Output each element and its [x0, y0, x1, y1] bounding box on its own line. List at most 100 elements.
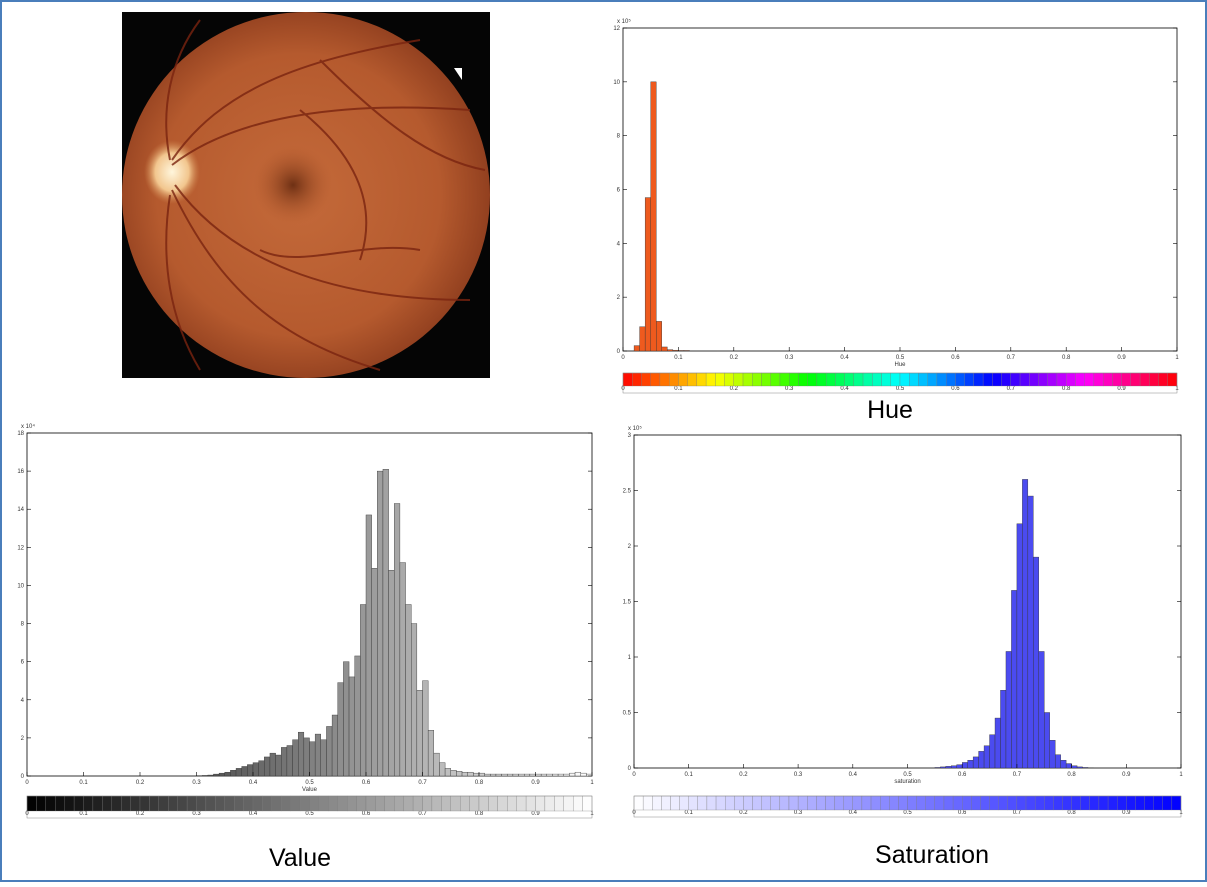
histogram-bar — [326, 726, 332, 776]
colorbar-cell — [935, 796, 944, 810]
histogram-bar — [406, 605, 412, 777]
exponent-label: x 10⁵ — [617, 18, 631, 25]
colorbar-cell — [1149, 373, 1158, 386]
colorbar-cell — [918, 373, 927, 386]
histogram-bar — [287, 746, 293, 776]
colorbar-cell — [882, 373, 891, 386]
histogram-bar — [411, 624, 417, 776]
colorbar-cell — [1099, 796, 1108, 810]
histogram-bar — [1033, 557, 1038, 768]
colorbar-cell — [36, 796, 45, 811]
y-tick-label: 12 — [613, 26, 620, 32]
colorbar-cell — [215, 796, 224, 811]
x-tick-label: 0.3 — [192, 780, 201, 786]
colorbar-tick-label: 0.2 — [136, 811, 145, 817]
colorbar-cell — [697, 373, 706, 386]
colorbar-cell — [441, 796, 450, 811]
histogram-bar — [1077, 767, 1082, 768]
colorbar-cell — [1122, 373, 1131, 386]
y-tick-label: 1.5 — [623, 600, 632, 606]
histogram-bar — [270, 753, 276, 776]
histogram-bar — [547, 774, 553, 776]
colorbar-cell — [1145, 796, 1154, 810]
histogram-bar — [684, 350, 690, 351]
x-tick-label: 0.4 — [249, 780, 258, 786]
histogram-bar — [979, 751, 984, 768]
colorbar-cell — [871, 796, 880, 810]
colorbar-cell — [84, 796, 93, 811]
histogram-bar — [990, 735, 995, 768]
fundus-image — [122, 12, 490, 378]
histogram-bar — [439, 763, 445, 776]
histogram-bar — [225, 772, 231, 776]
colorbar-cell — [244, 796, 253, 811]
caption: Saturation — [875, 841, 989, 869]
histogram-bar — [349, 677, 355, 776]
histogram-bar — [236, 768, 242, 776]
colorbar-cell — [817, 373, 826, 386]
colorbar-cell — [715, 373, 724, 386]
x-tick-label: 0.8 — [1067, 772, 1076, 778]
histogram-bar — [451, 770, 457, 776]
y-tick-label: 10 — [17, 583, 24, 589]
colorbar-cell — [517, 796, 526, 811]
colorbar-cell — [460, 796, 469, 811]
colorbar-cell — [974, 373, 983, 386]
colorbar-cell — [1062, 796, 1071, 810]
colorbar-cell — [835, 796, 844, 810]
exponent-label: x 10⁴ — [21, 423, 35, 430]
x-tick-label: 0.2 — [136, 780, 145, 786]
histogram-bar — [530, 774, 536, 776]
x-axis-label: Hue — [894, 362, 906, 368]
colorbar-cell — [1135, 796, 1144, 810]
histogram-bar — [242, 766, 248, 776]
histogram-bar — [417, 690, 423, 776]
colorbar-cell — [1108, 796, 1117, 810]
colorbar-cell — [743, 373, 752, 386]
colorbar-cell — [27, 796, 36, 811]
colorbar-cell — [65, 796, 74, 811]
colorbar-cell — [971, 796, 980, 810]
y-tick-label: 10 — [613, 80, 620, 86]
histogram-bar — [445, 768, 451, 776]
plot-area — [27, 433, 592, 776]
histogram-bar — [428, 730, 434, 776]
colorbar-cell — [1029, 373, 1038, 386]
histogram-bar — [957, 765, 962, 768]
histogram-bar — [321, 740, 327, 776]
colorbar-cell — [844, 796, 853, 810]
histogram-bar — [423, 681, 429, 776]
plot-area — [634, 435, 1181, 768]
colorbar-cell — [862, 796, 871, 810]
colorbar-cell — [762, 796, 771, 810]
colorbar-tick-label: 0.4 — [249, 811, 258, 817]
colorbar-cell — [554, 796, 563, 811]
colorbar-cell — [780, 373, 789, 386]
colorbar-cell — [187, 796, 196, 811]
histogram-bar — [496, 774, 502, 776]
colorbar-cell — [357, 796, 366, 811]
colorbar-cell — [1020, 373, 1029, 386]
histogram-bar — [298, 732, 304, 776]
colorbar-cell — [140, 796, 149, 811]
colorbar-cell — [771, 373, 780, 386]
y-tick-label: 14 — [17, 507, 24, 513]
x-tick-label: 0.9 — [1122, 772, 1131, 778]
histogram-bar — [973, 757, 978, 768]
colorbar-cell — [835, 373, 844, 386]
colorbar-cell — [262, 796, 271, 811]
colorbar-cell — [854, 373, 863, 386]
histogram-bar — [400, 563, 406, 776]
histogram-bar — [1061, 760, 1066, 768]
histogram-bar — [230, 770, 236, 776]
colorbar-cell — [669, 373, 678, 386]
colorbar-tick-label: 0.5 — [896, 386, 905, 392]
colorbar-cell — [753, 796, 762, 810]
colorbar-cell — [771, 796, 780, 810]
histogram-bar — [507, 774, 513, 776]
colorbar-tick-label: 0.7 — [1013, 810, 1022, 816]
colorbar-cell — [689, 796, 698, 810]
histogram-bar — [502, 774, 508, 776]
colorbar-cell — [1035, 796, 1044, 810]
colorbar-cell — [121, 796, 130, 811]
